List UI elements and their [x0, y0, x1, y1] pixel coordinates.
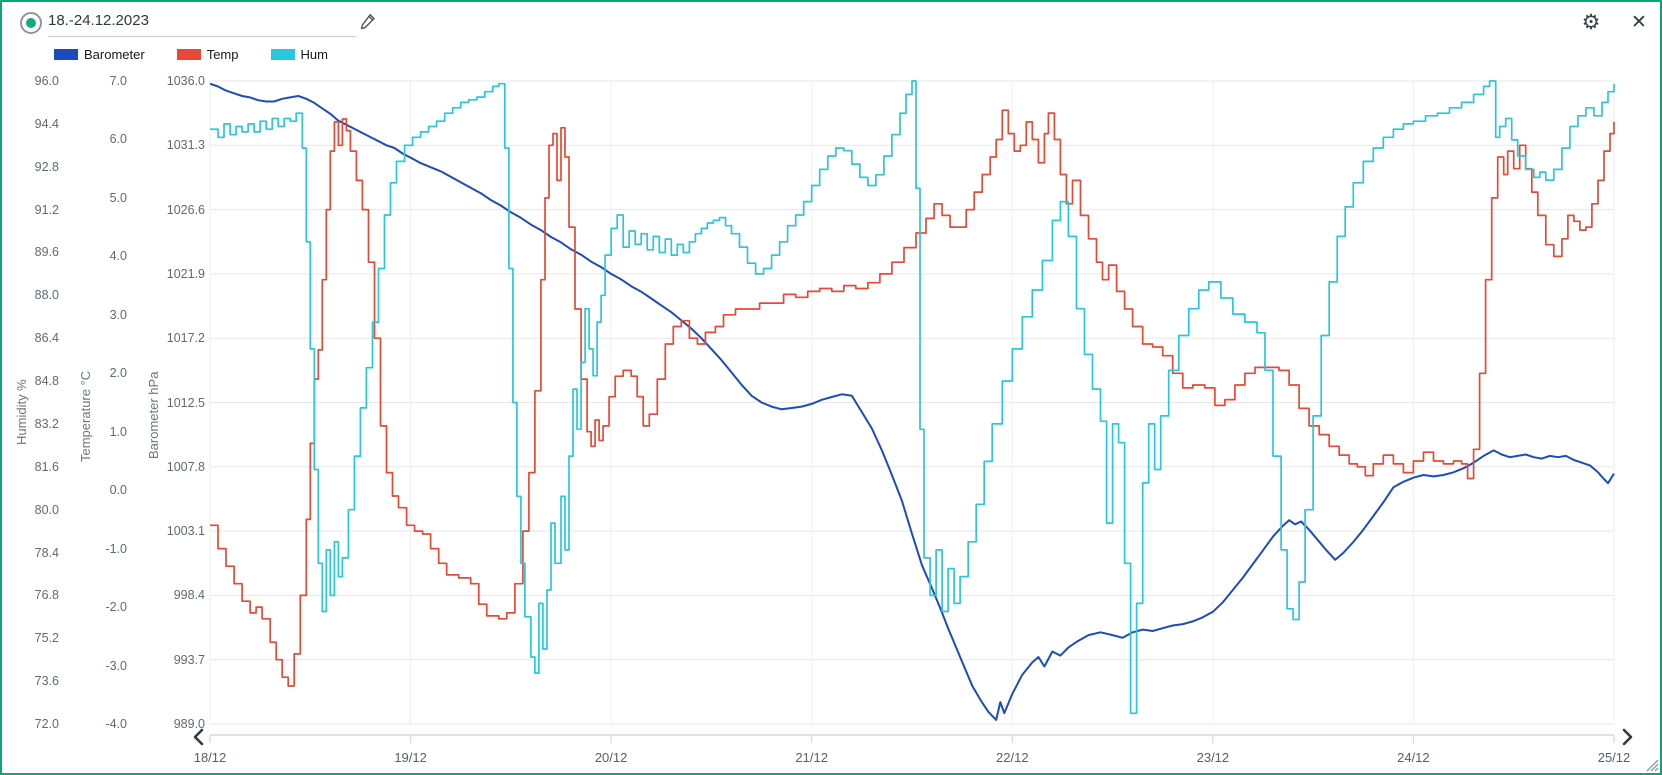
y-tick-label-temperature: 0.0: [109, 483, 127, 498]
close-icon[interactable]: ✕: [1631, 12, 1647, 33]
x-tick-label: 22/12: [996, 750, 1029, 765]
x-tick-label: 23/12: [1196, 750, 1230, 765]
y-tick-label-barometer: 1017.2: [166, 331, 205, 346]
legend-swatch-icon: [270, 49, 295, 60]
edit-pencil-icon[interactable]: [358, 12, 378, 32]
y-tick-label-humidity: 88.0: [34, 288, 59, 303]
chart-legend: Barometer Temp Hum: [54, 47, 328, 62]
series-line-temp: [210, 109, 1615, 687]
y-tick-label-barometer: 1003.1: [166, 524, 205, 539]
y-tick-label-barometer: 1026.6: [166, 202, 205, 217]
chart-title-input[interactable]: [48, 10, 356, 37]
x-tick-label: 18/12: [193, 750, 227, 765]
series-line-hum: [210, 80, 1615, 715]
y-tick-label-temperature: 4.0: [109, 249, 127, 264]
x-tick-label: 24/12: [1397, 750, 1430, 765]
legend-swatch-icon: [176, 49, 201, 60]
y-tick-label-humidity: 92.8: [34, 159, 59, 174]
y-tick-label-humidity: 73.6: [34, 674, 59, 689]
y-tick-label-barometer: 1007.8: [166, 459, 205, 474]
y-tick-label-temperature: -4.0: [105, 717, 127, 731]
y-tick-label-humidity: 91.2: [34, 202, 59, 217]
pan-left-button[interactable]: [190, 727, 208, 747]
y-tick-label-temperature: -1.0: [105, 541, 127, 556]
legend-label: Barometer: [84, 47, 145, 62]
y-tick-label-humidity: 96.0: [34, 74, 59, 88]
y-tick-label-barometer: 1031.3: [166, 138, 205, 153]
y-tick-label-humidity: 72.0: [34, 717, 59, 731]
legend-label: Temp: [206, 47, 239, 62]
y-tick-label-humidity: 76.8: [34, 588, 59, 603]
y-tick-label-humidity: 83.2: [34, 416, 59, 431]
y-tick-label-temperature: 7.0: [109, 74, 127, 88]
y-tick-label-temperature: -3.0: [105, 658, 127, 673]
legend-item-hum[interactable]: Hum: [270, 47, 328, 62]
y-tick-label-barometer: 1021.9: [166, 266, 205, 281]
y-tick-label-humidity: 75.2: [34, 631, 59, 646]
y-tick-label-temperature: 6.0: [109, 132, 127, 147]
x-tick-label: 21/12: [795, 750, 828, 765]
y-tick-label-barometer: 1036.0: [166, 74, 205, 88]
active-radio-button[interactable]: [20, 12, 42, 34]
y-tick-label-humidity: 81.6: [34, 459, 59, 474]
y-tick-label-barometer: 998.4: [173, 588, 205, 603]
x-tick-label: 19/12: [394, 750, 427, 765]
pan-right-button[interactable]: [1618, 727, 1636, 747]
legend-item-temp[interactable]: Temp: [176, 47, 239, 62]
legend-item-barometer[interactable]: Barometer: [54, 47, 145, 62]
y-tick-label-temperature: -2.0: [105, 600, 127, 615]
legend-label: Hum: [300, 47, 328, 62]
y-tick-label-temperature: 3.0: [109, 307, 127, 322]
series-line-barometer: [209, 82, 1615, 721]
y-tick-label-temperature: 1.0: [109, 424, 127, 439]
title-field-wrap: [48, 10, 356, 37]
radio-dot-icon: [26, 18, 36, 28]
y-tick-label-humidity: 94.4: [34, 116, 59, 131]
y-tick-label-barometer: 1012.5: [166, 395, 205, 410]
x-tick-label: 25/12: [1597, 750, 1631, 765]
y-tick-label-temperature: 2.0: [109, 366, 127, 381]
y-tick-label-humidity: 78.4: [34, 545, 59, 560]
settings-gear-icon[interactable]: ⚙: [1581, 11, 1601, 34]
y-tick-label-humidity: 86.4: [34, 331, 59, 346]
y-tick-label-barometer: 993.7: [173, 652, 205, 667]
resize-handle-icon[interactable]: [1645, 759, 1659, 772]
y-tick-label-barometer: 989.0: [173, 717, 205, 731]
legend-swatch-icon: [54, 49, 78, 60]
y-tick-label-humidity: 89.6: [34, 245, 59, 260]
y-tick-label-humidity: 84.8: [34, 374, 59, 389]
x-tick-label: 20/12: [594, 750, 628, 765]
y-tick-label-humidity: 80.0: [34, 502, 59, 517]
y-tick-label-temperature: 5.0: [109, 190, 127, 205]
